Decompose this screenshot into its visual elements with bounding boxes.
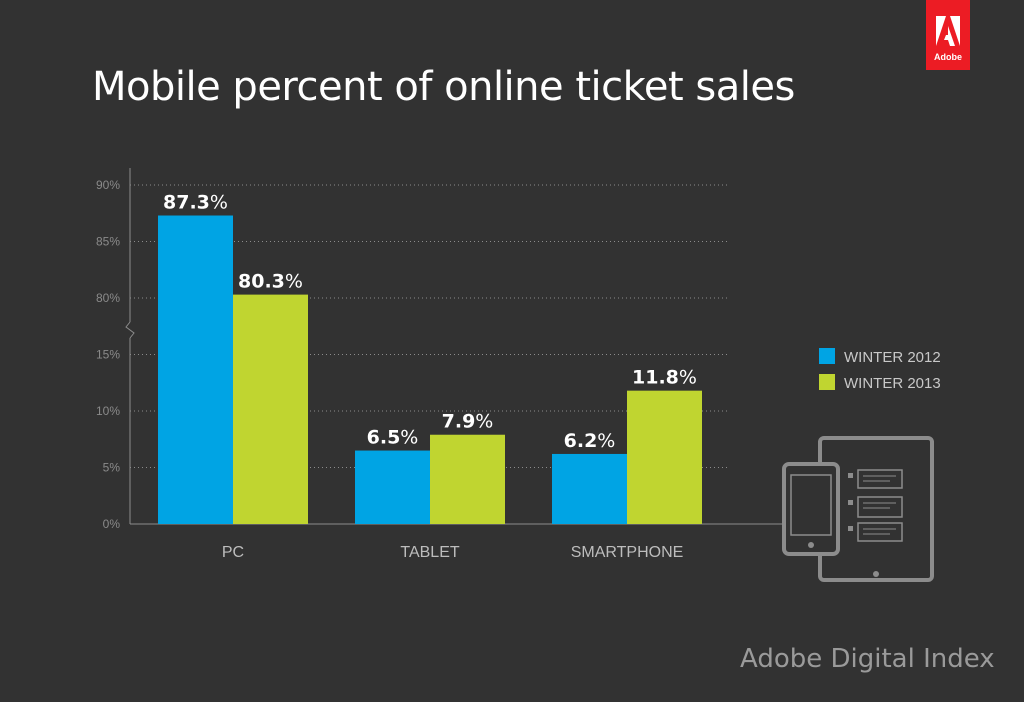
x-category-label: PC [222,544,244,561]
x-category-label: SMARTPHONE [571,544,684,561]
data-label: 7.9% [442,411,494,433]
icon-bullet [848,473,853,478]
legend-label: WINTER 2013 [844,375,941,392]
tablet-home-button [873,571,879,577]
bar [158,215,233,524]
y-tick-label: 15% [96,348,120,362]
y-axis-break [125,321,135,339]
icon-bullet [848,526,853,531]
data-label: 87.3% [163,192,228,214]
bar [355,450,430,524]
phone-screen [790,474,832,536]
data-label: 11.8% [632,367,697,389]
icon-bullet [848,500,853,505]
icon-card [857,496,903,518]
legend: WINTER 2012 WINTER 2013 [819,348,941,392]
legend-swatch [819,374,835,390]
tablet-smartphone-icon [782,436,934,582]
phone-home-button [808,542,814,548]
icon-card [857,469,903,489]
y-tick-label: 5% [103,461,121,475]
adobe-logo-icon [936,16,960,46]
bar [552,453,627,524]
legend-label: WINTER 2012 [844,349,941,366]
chart-title: Mobile percent of online ticket sales [92,64,795,110]
bar [627,390,702,524]
data-label: 80.3% [238,271,303,293]
icon-card [857,522,903,542]
legend-swatch [819,348,835,364]
bars [158,215,702,524]
y-tick-label: 80% [96,291,120,305]
y-tick-label: 85% [96,235,120,249]
footer-brand: Adobe Digital Index [740,644,995,674]
y-tick-label: 0% [103,517,121,531]
adobe-logo: Adobe [926,0,970,70]
adobe-logo-text: Adobe [934,52,962,62]
data-label: 6.5% [367,427,419,449]
bar [233,294,308,524]
data-label: 6.2% [564,430,616,452]
bar [430,434,505,524]
x-category-label: TABLET [400,544,460,561]
data-labels: 87.3% 80.3% 6.5% 7.9% 6.2% 11.8% [163,192,697,452]
y-tick-label: 10% [96,404,120,418]
y-tick-label: 90% [96,178,120,192]
